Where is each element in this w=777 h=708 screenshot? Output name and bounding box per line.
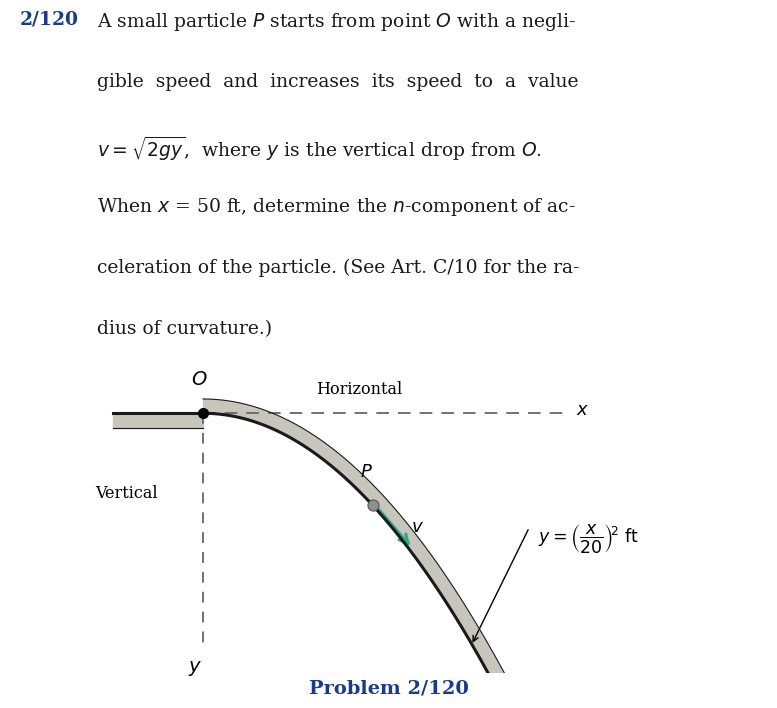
Text: celeration of the particle. (See Art. C/10 for the ra-: celeration of the particle. (See Art. C/… [97,258,580,277]
Text: Problem 2/120: Problem 2/120 [308,680,469,697]
Text: $P$: $P$ [360,463,372,481]
Text: $x$: $x$ [577,401,590,418]
Text: $v = \sqrt{2gy}$,  where $y$ is the vertical drop from $O$.: $v = \sqrt{2gy}$, where $y$ is the verti… [97,135,542,163]
Text: $y$: $y$ [188,659,202,678]
Text: When $x$ = 50 ft, determine the $n$-component of ac-: When $x$ = 50 ft, determine the $n$-comp… [97,196,576,219]
Text: Vertical: Vertical [96,485,159,502]
Text: Horizontal: Horizontal [316,381,402,398]
Text: gible  speed  and  increases  its  speed  to  a  value: gible speed and increases its speed to a… [97,73,579,91]
Text: $O$: $O$ [191,371,207,389]
Text: A small particle $P$ starts from point $O$ with a negli-: A small particle $P$ starts from point $… [97,11,577,33]
Text: $y = \left(\dfrac{x}{20}\right)^{\!2}\ \mathrm{ft}$: $y = \left(\dfrac{x}{20}\right)^{\!2}\ \… [538,522,639,555]
Text: $v$: $v$ [411,518,423,536]
Text: dius of curvature.): dius of curvature.) [97,320,272,338]
Text: 2/120: 2/120 [19,11,78,28]
Polygon shape [203,399,596,708]
